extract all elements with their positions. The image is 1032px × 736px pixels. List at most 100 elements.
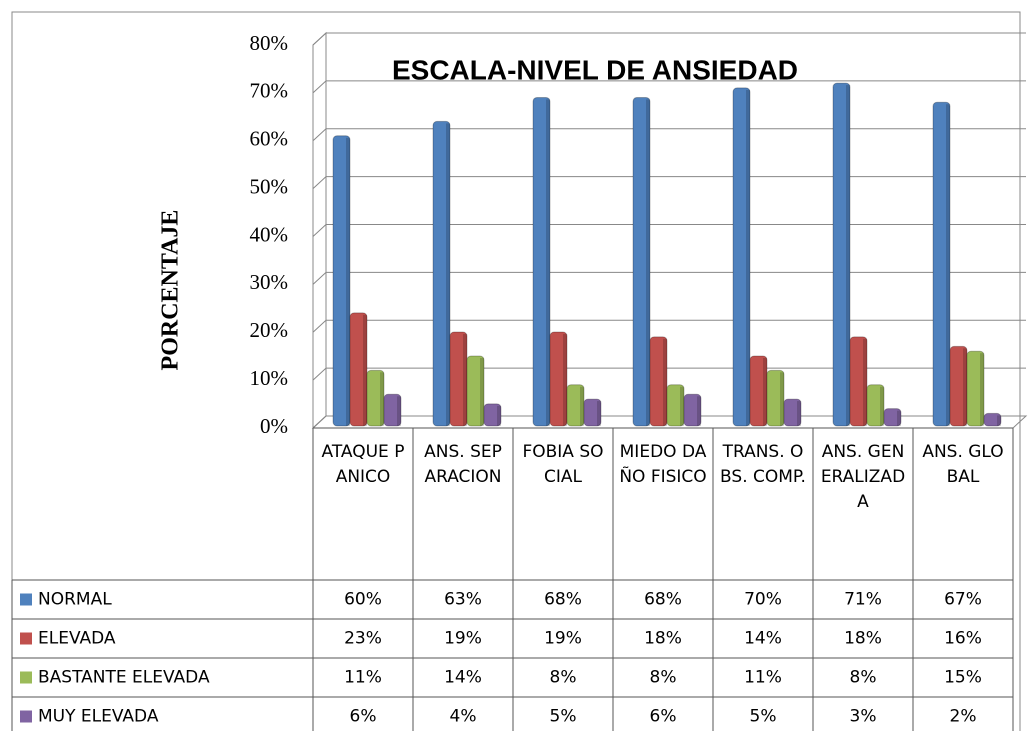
table-value: 18% — [844, 629, 882, 649]
table-value: 3% — [850, 707, 877, 727]
bar-shade — [463, 334, 467, 426]
y-tick-label: 40% — [250, 222, 289, 246]
legend-label: BASTANTE ELEVADA — [38, 668, 210, 688]
bar — [783, 398, 802, 427]
bar-shade — [663, 338, 667, 426]
y-axis-title: PORCENTAJE — [158, 210, 184, 371]
bar — [583, 398, 602, 427]
bar-face — [383, 393, 402, 427]
table-value: 14% — [744, 629, 782, 649]
bar — [983, 412, 1002, 427]
bar — [666, 384, 685, 427]
bar-face — [883, 408, 902, 427]
bar — [449, 331, 468, 427]
bar-shade — [897, 410, 901, 426]
bar-shade — [980, 353, 984, 426]
grid-line — [312, 32, 1026, 46]
bar — [432, 120, 451, 427]
bar-shade — [697, 396, 701, 426]
bar-face — [932, 101, 951, 427]
bar-shade — [380, 372, 384, 426]
bar-shade — [546, 99, 550, 426]
table-value: 8% — [850, 668, 877, 688]
bar — [483, 403, 502, 427]
y-tick-label: 30% — [250, 270, 289, 294]
y-tick-label: 50% — [250, 174, 289, 198]
x-tick-label-box: ANS. GENERALIZADA — [820, 442, 906, 512]
table-value: 70% — [744, 590, 782, 610]
bar-shade — [646, 99, 650, 426]
bar-shade — [680, 386, 684, 426]
table-value: 6% — [350, 707, 377, 727]
bar — [649, 336, 668, 427]
table-value: 5% — [750, 707, 777, 727]
bar — [949, 345, 968, 427]
bar-face — [583, 398, 602, 427]
bar — [866, 384, 885, 427]
table-value: 68% — [544, 590, 582, 610]
x-tick-label: MIEDO DAÑO FISICO — [619, 442, 707, 487]
legend-swatch — [20, 593, 32, 606]
bar-shade — [480, 357, 484, 426]
grid-line — [312, 271, 1026, 285]
x-tick-label-box: FOBIA SOCIAL — [522, 442, 603, 487]
y-tick-label: 60% — [250, 127, 289, 151]
bar-shade — [363, 314, 367, 426]
table-value: 5% — [550, 707, 577, 727]
bar — [966, 350, 985, 427]
bar-face — [349, 312, 368, 427]
x-tick-label-box: ANS. GLOBAL — [922, 442, 1004, 487]
x-tick-label-box: ANS. SEPARACION — [424, 442, 502, 487]
bar-shade — [863, 338, 867, 426]
x-tick-label: ANS. GLOBAL — [922, 442, 1004, 487]
bar-shade — [763, 357, 767, 426]
bar-face — [866, 384, 885, 427]
x-tick-label-box: TRANS. OBS. COMP. — [720, 442, 806, 487]
table-value: 18% — [644, 629, 682, 649]
bar-shade — [963, 348, 967, 426]
table-value: 6% — [650, 707, 677, 727]
table-value: 4% — [450, 707, 477, 727]
bar — [383, 393, 402, 427]
bar — [632, 96, 651, 427]
table-value: 8% — [550, 668, 577, 688]
x-tick-label-box: MIEDO DAÑO FISICO — [619, 442, 707, 487]
bar-face — [632, 96, 651, 427]
y-tick-label: 20% — [250, 318, 289, 342]
x-tick-label: ANS. SEPARACION — [424, 442, 502, 487]
bar — [683, 393, 702, 427]
grid-line — [312, 128, 1026, 142]
legend-swatch — [20, 671, 32, 684]
bar-shade — [597, 401, 601, 426]
bar-face — [466, 355, 485, 427]
bar-shade — [997, 415, 1001, 426]
bar-shade — [497, 405, 501, 426]
bar-shade — [446, 123, 450, 426]
table-value: 11% — [344, 668, 382, 688]
bar-face — [366, 369, 385, 427]
chart-border — [11, 11, 1021, 736]
table-value: 71% — [844, 590, 882, 610]
bar — [332, 135, 351, 427]
bar-shade — [880, 386, 884, 426]
bar-face — [332, 135, 351, 427]
table-value: 15% — [944, 668, 982, 688]
y-tick-label: 70% — [250, 79, 289, 103]
bar-shade — [797, 401, 801, 426]
grid-line — [312, 367, 1026, 381]
bar-shade — [946, 104, 950, 427]
table-value: 23% — [344, 629, 382, 649]
legend-label: NORMAL — [38, 590, 112, 610]
bar — [932, 101, 951, 427]
grid-line — [312, 319, 1026, 333]
bar-face — [783, 398, 802, 427]
x-tick-label: ANS. GENERALIZADA — [820, 442, 906, 512]
bar — [466, 355, 485, 427]
y-tick-label: 0% — [260, 414, 288, 438]
table-value: 19% — [544, 629, 582, 649]
bar — [566, 384, 585, 427]
bar — [766, 369, 785, 427]
bar-face — [849, 336, 868, 427]
bar-shade — [563, 334, 567, 426]
